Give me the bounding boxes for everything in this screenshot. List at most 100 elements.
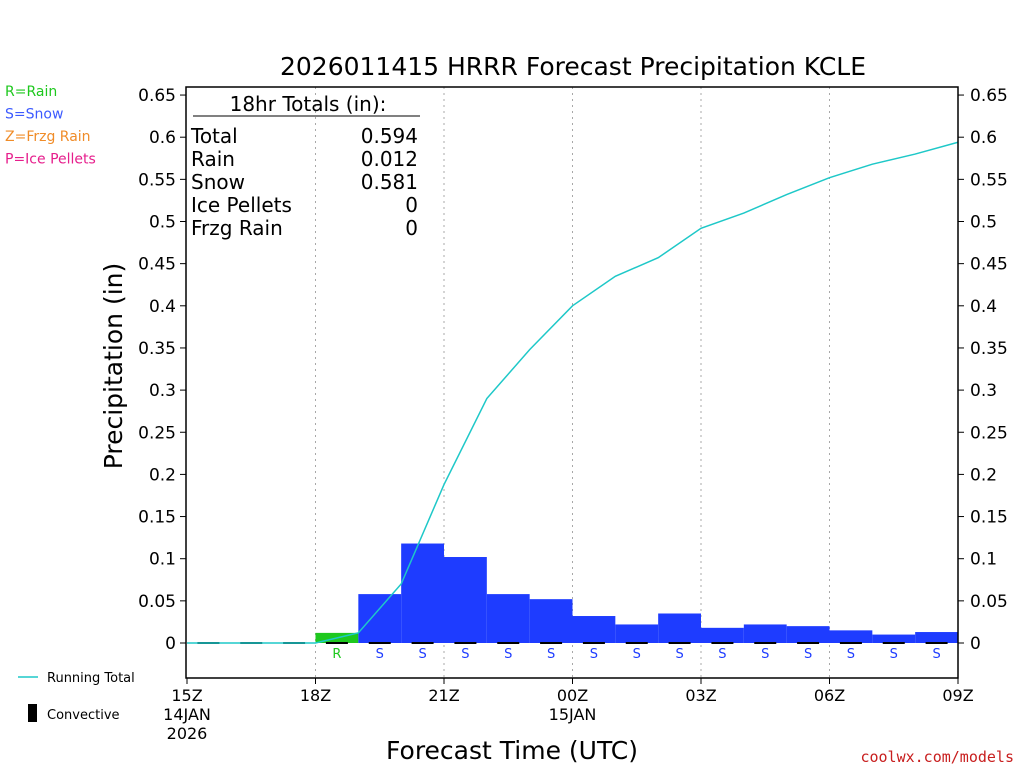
precip-bar	[701, 627, 744, 643]
precip-bar	[615, 624, 659, 643]
type-legend-item: R=Rain	[5, 84, 57, 100]
y-axis-label: Precipitation (in)	[99, 263, 128, 470]
x-tick-date: 15JAN	[549, 705, 597, 724]
precip-type-letter: S	[418, 647, 426, 662]
x-axis-label: Forecast Time (UTC)	[386, 736, 638, 765]
bars-group	[315, 543, 958, 643]
x-tick-label: 18Z	[300, 686, 331, 705]
precip-type-letter: S	[718, 647, 726, 662]
y-tick-label-right: 0.2	[970, 465, 997, 485]
precip-bar	[486, 594, 530, 643]
y-tick-label-right: 0.55	[970, 170, 1008, 190]
y-tick-label-right: 0	[970, 634, 981, 654]
x-tick-label: 00Z	[557, 686, 588, 705]
totals-value: 0.012	[361, 147, 418, 171]
type-legend-item: S=Snow	[5, 107, 63, 123]
y-tick-label-left: 0.4	[149, 297, 176, 317]
precip-bar	[401, 543, 444, 643]
x-tick-label: 21Z	[428, 686, 459, 705]
precip-bar	[743, 624, 787, 643]
precip-bar	[915, 632, 958, 643]
y-tick-label-right: 0.05	[970, 592, 1008, 612]
precip-bar	[829, 630, 873, 643]
precip-bar	[658, 613, 701, 643]
precip-type-letter: S	[847, 647, 855, 662]
x-tick-label: 03Z	[685, 686, 716, 705]
precip-type-letter: S	[461, 647, 469, 662]
precip-type-letter: S	[633, 647, 641, 662]
y-tick-label-left: 0.45	[138, 255, 176, 275]
precip-type-letter: S	[504, 647, 512, 662]
type-legend-item: P=Ice Pellets	[5, 152, 96, 168]
y-tick-label-right: 0.6	[970, 128, 997, 148]
precip-bar	[786, 626, 830, 643]
precip-type-legend: R=Rain S=Snow Z=Frzg Rain P=Ice Pellets	[5, 84, 96, 168]
x-tick-label: 09Z	[942, 686, 973, 705]
y-ticks-left: 0 0.05 0.1 0.15 0.2 0.25 0.3 0.35 0.4 0.45 0.5 0.55…	[138, 86, 186, 654]
precip-bar	[572, 616, 616, 643]
x-tick-label: 06Z	[814, 686, 845, 705]
y-tick-label-right: 0.35	[970, 339, 1008, 359]
precip-type-letter: S	[547, 647, 555, 662]
x-tick-year: 2026	[167, 724, 208, 743]
y-tick-label-left: 0.3	[149, 381, 176, 401]
precip-type-letter: S	[675, 647, 683, 662]
credit-text: coolwx.com/models	[860, 748, 1014, 766]
chart-title: 2026011415 HRRR Forecast Precipitation K…	[280, 52, 866, 81]
y-tick-label-left: 0.1	[149, 550, 176, 570]
totals-label: Snow	[191, 170, 245, 194]
x-tick-date: 14JAN	[163, 705, 211, 724]
precip-bar	[358, 594, 402, 643]
precip-bar	[529, 599, 573, 643]
y-tick-label-left: 0	[165, 634, 176, 654]
precip-type-letter: S	[804, 647, 812, 662]
totals-value: 0.594	[361, 124, 418, 148]
y-tick-label-left: 0.2	[149, 465, 176, 485]
y-tick-label-right: 0.1	[970, 550, 997, 570]
totals-label: Frzg Rain	[191, 216, 283, 240]
y-tick-label-right: 0.15	[970, 508, 1008, 528]
precip-type-letter: S	[890, 647, 898, 662]
x-tick-label: 15Z	[171, 686, 202, 705]
precip-type-letter: S	[590, 647, 598, 662]
y-tick-label-right: 0.3	[970, 381, 997, 401]
line-legend: Running Total Convective	[18, 671, 135, 723]
precip-type-letter: R	[332, 647, 341, 662]
totals-box: 18hr Totals (in): Total 0.594 Rain 0.012 Snow…	[190, 92, 420, 240]
precip-type-letter: S	[932, 647, 940, 662]
y-tick-label-left: 0.65	[138, 86, 176, 106]
y-tick-label-right: 0.65	[970, 86, 1008, 106]
totals-value: 0.581	[361, 170, 418, 194]
y-tick-label-right: 0.25	[970, 423, 1008, 443]
running-total-legend-label: Running Total	[47, 671, 135, 686]
y-tick-label-left: 0.15	[138, 508, 176, 528]
totals-value: 0	[405, 193, 418, 217]
y-tick-label-left: 0.6	[149, 128, 176, 148]
precip-type-letter: S	[761, 647, 769, 662]
y-ticks-right: 0 0.05 0.1 0.15 0.2 0.25 0.3 0.35 0.4 0.45 0.5 0.55…	[958, 86, 1008, 654]
y-tick-label-right: 0.4	[970, 297, 997, 317]
y-tick-label-right: 0.5	[970, 213, 997, 233]
y-tick-label-right: 0.45	[970, 255, 1008, 275]
totals-value: 0	[405, 216, 418, 240]
running-total-line	[187, 141, 959, 644]
running-total-group	[187, 141, 959, 644]
type-legend-item: Z=Frzg Rain	[5, 129, 91, 145]
totals-label: Total	[190, 124, 238, 148]
totals-label: Rain	[191, 147, 235, 171]
convective-swatch	[28, 704, 37, 722]
precip-bar	[872, 634, 916, 643]
y-tick-label-left: 0.05	[138, 592, 176, 612]
precip-bar	[444, 557, 487, 643]
y-tick-label-left: 0.5	[149, 213, 176, 233]
y-tick-label-left: 0.25	[138, 423, 176, 443]
precip-type-letter: S	[376, 647, 384, 662]
y-tick-label-left: 0.35	[138, 339, 176, 359]
totals-label: Ice Pellets	[191, 193, 292, 217]
y-tick-label-left: 0.55	[138, 170, 176, 190]
totals-heading: 18hr Totals (in):	[230, 92, 387, 116]
convective-legend-label: Convective	[47, 708, 120, 723]
